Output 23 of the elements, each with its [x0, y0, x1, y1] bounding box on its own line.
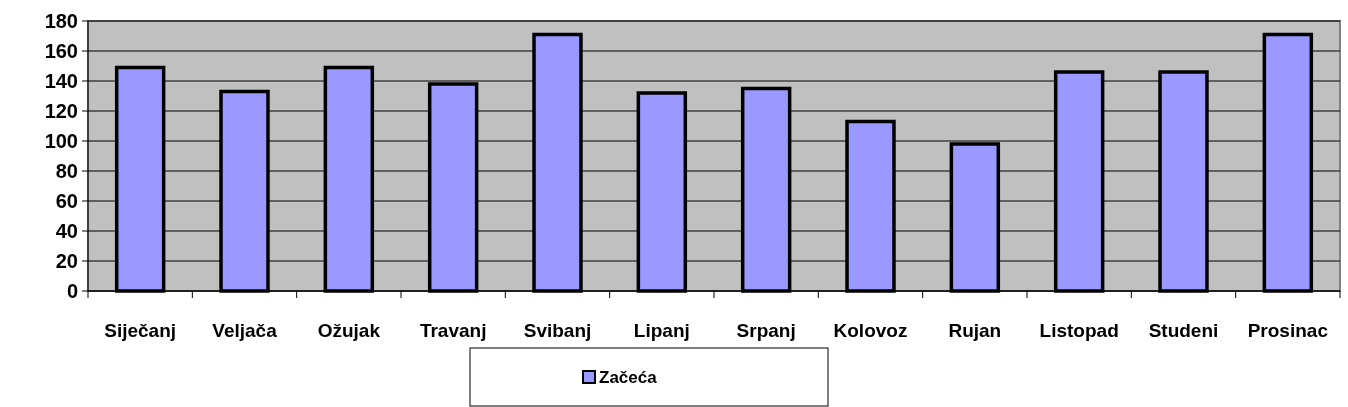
- x-tick-label: Ožujak: [317, 320, 381, 341]
- y-tick-label: 0: [66, 280, 78, 302]
- x-tick-label: Siječanj: [104, 320, 177, 341]
- y-tick-label: 20: [55, 250, 78, 272]
- legend-label: Začeća: [599, 367, 658, 387]
- x-tick-label: Kolovoz: [833, 320, 908, 341]
- x-tick-label: Lipanj: [633, 320, 690, 341]
- y-tick-label: 120: [44, 100, 78, 122]
- x-tick-label: Studeni: [1148, 320, 1219, 341]
- y-tick-label: 60: [55, 190, 78, 212]
- y-tick-label: 80: [55, 160, 78, 182]
- x-tick-label: Rujan: [948, 320, 1002, 341]
- y-tick-label: 160: [44, 40, 78, 62]
- y-tick-label: 140: [44, 70, 78, 92]
- x-tick-label: Srpanj: [736, 320, 796, 341]
- x-tick-label: Veljača: [212, 320, 278, 341]
- x-tick-label: Listopad: [1039, 320, 1119, 341]
- y-tick-label: 100: [44, 130, 78, 152]
- y-tick-label: 40: [55, 220, 78, 242]
- x-tick-label: Prosinac: [1247, 320, 1329, 341]
- x-tick-label: Svibanj: [523, 320, 592, 341]
- y-tick-label: 180: [44, 10, 78, 32]
- x-tick-label: Travanj: [419, 320, 487, 341]
